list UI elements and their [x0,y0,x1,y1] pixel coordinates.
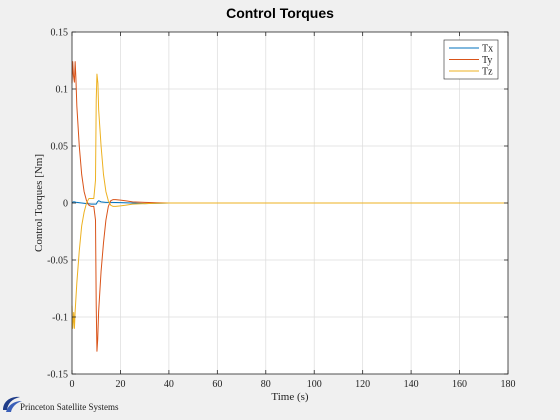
x-tick-label: 140 [404,379,419,390]
y-tick-label: 0.1 [56,85,69,96]
watermark-text: Princeton Satellite Systems [20,402,119,412]
x-tick-label: 120 [355,379,370,390]
series-line-ty [71,61,508,352]
x-tick-label: 100 [307,379,322,390]
series-line-tx [71,200,508,205]
y-axis-label: Control Torques [Nm] [33,154,45,252]
x-tick-label: 160 [452,379,467,390]
psslogo-icon [3,396,22,412]
series-line-tz [71,73,508,329]
chart-title: Control Torques [226,5,334,21]
legend-label-tx: Tx [482,44,493,55]
y-tick-label: 0.15 [51,28,69,39]
x-tick-label: 180 [501,379,516,390]
watermark: Princeton Satellite Systems [3,396,119,412]
x-axis-label: Time (s) [271,391,309,403]
legend-label-tz: Tz [482,67,493,78]
x-tick-label: 60 [212,379,222,390]
y-tick-label: -0.15 [47,370,68,381]
x-tick-label: 40 [164,379,174,390]
x-tick-label: 20 [115,379,125,390]
legend-label-ty: Ty [482,55,492,66]
series-lines [71,61,508,352]
x-tick-label: 0 [70,379,75,390]
x-tick-label: 80 [261,379,271,390]
y-tick-label: -0.05 [47,256,68,267]
y-tick-label: -0.1 [52,313,68,324]
y-tick-label: 0 [63,199,68,210]
axis-ticks [71,31,509,375]
y-tick-label: 0.05 [51,142,69,153]
tick-labels: 0 20 40 60 80 100 120 140 160 180 -0.15 -0.1 -0.05 0 0… [47,28,515,391]
